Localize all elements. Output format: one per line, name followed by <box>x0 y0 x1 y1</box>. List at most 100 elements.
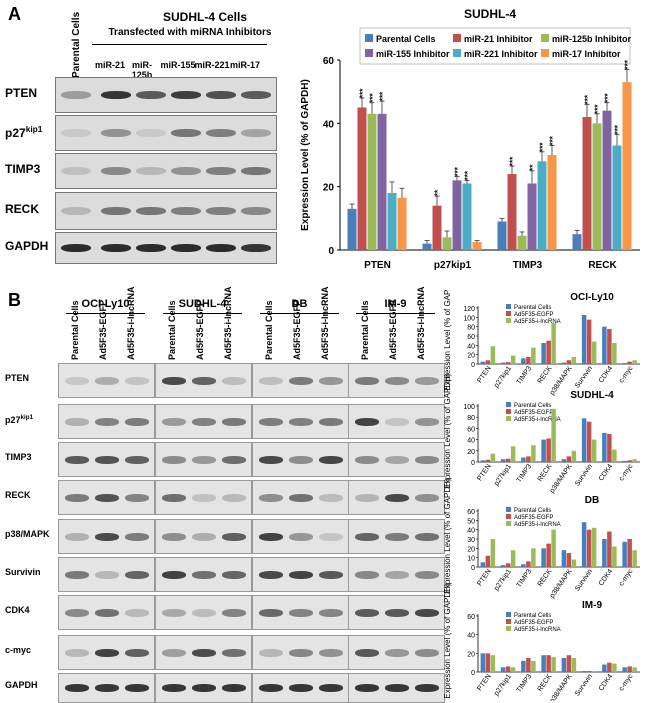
bar <box>526 357 531 364</box>
blot-b-row-label-text: p27 <box>5 414 21 425</box>
chart-b-ytick-label: 80 <box>467 415 475 422</box>
blot-b-strip <box>155 673 252 703</box>
significance-label: *** <box>624 59 633 69</box>
bar <box>500 362 506 364</box>
chart-b-ytick-label: 50 <box>467 518 475 525</box>
blot-band <box>192 455 216 464</box>
chart-a: SUDHL-4 Parental Cells miR-21 Inhibitor miR… <box>300 7 640 271</box>
chart-b-xtick-label: Survivin <box>574 673 594 697</box>
bar <box>571 450 577 462</box>
bar <box>442 237 452 250</box>
blot-b-strip <box>348 363 445 398</box>
blot-band <box>206 91 236 99</box>
blot-a-strip <box>55 153 277 189</box>
significance-label: *** <box>359 88 368 98</box>
bar <box>591 671 597 672</box>
blot-band <box>125 417 149 426</box>
chart-b-xtick-label: p27kip1 <box>493 463 513 487</box>
blot-a-row-label: PTEN <box>5 86 37 100</box>
bar <box>607 531 612 567</box>
blot-a-lane-label: miR-17 <box>229 60 260 70</box>
blot-a-row-label-sup: kip1 <box>25 124 43 134</box>
blot-a-title: SUDHL-4 Cells <box>162 10 248 24</box>
bar <box>541 439 546 462</box>
blot-b-strip <box>58 404 155 439</box>
blot-band <box>162 376 186 385</box>
legend-swatch <box>453 34 461 42</box>
significance-label: *** <box>464 170 473 180</box>
bar <box>586 319 592 364</box>
chart-b-ytick-label: 20 <box>467 449 475 456</box>
blot-band <box>241 167 271 175</box>
blot-band <box>65 376 89 385</box>
bar <box>586 421 592 462</box>
blot-b-row-label-sup: kip1 <box>20 413 34 421</box>
chart-a-xtick-label: p27kip1 <box>434 260 472 271</box>
blot-band <box>101 244 131 252</box>
blot-b-strip <box>58 480 155 515</box>
bar <box>546 340 551 364</box>
bar <box>566 655 572 672</box>
chart-b-xtick-label: c-myc <box>618 673 635 693</box>
bar <box>607 329 612 364</box>
blot-band <box>125 532 149 541</box>
blot-band <box>95 608 119 617</box>
significance-label: *** <box>604 93 613 103</box>
blot-a-row-label: GAPDH <box>5 239 48 253</box>
blot-b-row-label: GAPDH <box>5 680 38 690</box>
bar <box>551 657 556 672</box>
blot-b-lane-label: Parental Cells <box>167 300 177 360</box>
bar <box>561 550 567 567</box>
blot-band <box>415 493 439 502</box>
blot-a-row-label-text: RECK <box>5 202 40 216</box>
bar <box>526 658 531 672</box>
blot-b-strip <box>155 519 252 554</box>
chart-b-ytick-label: 60 <box>467 334 475 341</box>
blot-band <box>171 91 201 99</box>
blot-band <box>385 608 409 617</box>
blot-b-cellline-underline <box>66 313 145 314</box>
blot-band <box>61 244 91 252</box>
bar <box>505 362 511 364</box>
bar <box>526 456 531 462</box>
chart-b-ytick-label: 60 <box>467 426 475 433</box>
blot-band <box>289 608 313 617</box>
blot-band <box>355 532 379 541</box>
blot-b-strip <box>348 595 445 630</box>
blot-b-cellline-underline <box>356 313 435 314</box>
blot-band <box>65 455 89 464</box>
bar <box>531 660 536 672</box>
blot-b-cellline-underline <box>260 313 339 314</box>
blot-band <box>259 608 283 617</box>
blot-band <box>192 532 216 541</box>
blot-band <box>125 376 149 385</box>
bar <box>432 205 442 250</box>
blot-b-strip <box>348 519 445 554</box>
blot-band <box>171 244 201 252</box>
blot-band <box>355 608 379 617</box>
bar <box>632 360 637 364</box>
blot-a-row-label: TIMP3 <box>5 162 40 176</box>
blot-band <box>125 570 149 579</box>
chart-b-ytick-label: 20 <box>467 353 475 360</box>
bar <box>510 446 516 462</box>
bar <box>531 347 536 364</box>
bar <box>622 363 627 364</box>
bar <box>632 667 637 672</box>
blot-band <box>65 648 89 657</box>
chart-b-ytick-label: 0 <box>471 460 475 467</box>
blot-a-row-label-text: PTEN <box>5 86 38 100</box>
legend-swatch <box>365 34 373 42</box>
bar <box>521 457 526 462</box>
chart-b-xtick-label: p27kip1 <box>493 673 513 697</box>
chart-b-xtick-label: p27kip1 <box>493 365 513 389</box>
blot-b-strip <box>348 442 445 477</box>
blot-a-strip <box>55 232 277 264</box>
chart-b-ylabel: Expression Level (% of GAPDH) <box>443 290 452 391</box>
blot-a-strip <box>55 77 277 113</box>
blot-band <box>415 608 439 617</box>
blot-a-row-label: p27kip1 <box>5 124 42 140</box>
blot-a-row-label: RECK <box>5 202 39 216</box>
blot-a-row-label-text: p27 <box>5 126 26 140</box>
chart-a-ytick-label: 0 <box>328 246 334 257</box>
